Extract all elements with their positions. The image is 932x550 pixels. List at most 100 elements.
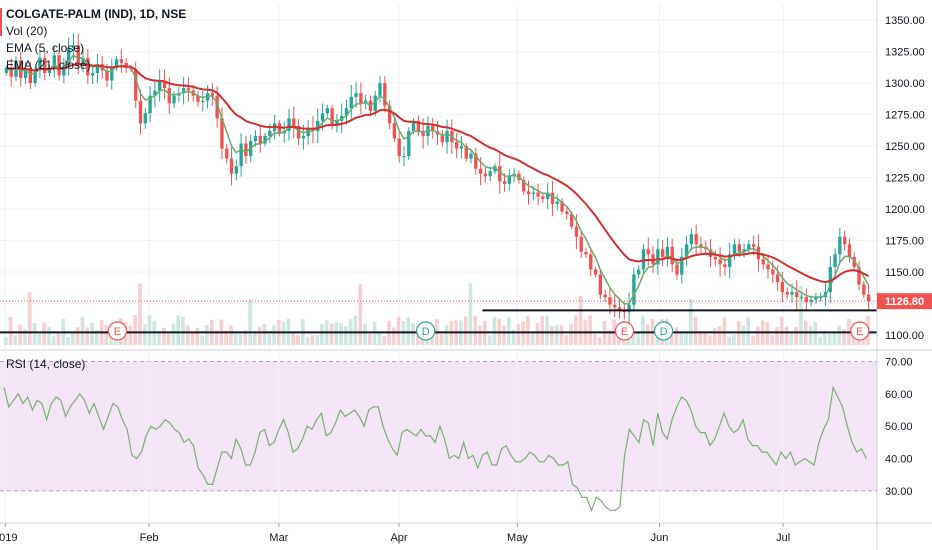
- volume-bar: [775, 327, 779, 345]
- candle-body: [761, 259, 765, 265]
- candle-body: [646, 249, 650, 255]
- volume-bar: [238, 334, 243, 345]
- candle-body: [234, 166, 238, 174]
- volume-bar: [214, 330, 219, 345]
- volume-bar: [406, 317, 410, 345]
- candle-body: [531, 192, 535, 194]
- candle-body: [143, 113, 147, 124]
- candle-body: [57, 55, 61, 76]
- candle-body: [842, 236, 847, 245]
- candle-body: [469, 153, 473, 159]
- volume-bar: [511, 329, 516, 345]
- candle-body: [392, 123, 397, 139]
- volume-bar: [411, 323, 415, 345]
- volume-bar: [468, 283, 473, 345]
- candle-body: [641, 249, 646, 270]
- candle-body: [598, 274, 603, 295]
- ema-5-line: [6, 54, 870, 305]
- volume-bar: [502, 326, 506, 345]
- volume-bar: [741, 325, 746, 345]
- candle-body: [320, 113, 325, 121]
- candle-body: [86, 57, 90, 76]
- volume-bar: [224, 330, 228, 345]
- volume-bar: [506, 317, 511, 345]
- candle-body: [349, 96, 353, 109]
- volume-bar: [80, 316, 85, 345]
- candle-body: [656, 249, 660, 265]
- candle-body: [603, 294, 607, 298]
- volume-bar: [334, 322, 339, 345]
- candle-body: [569, 214, 574, 227]
- candle-body: [627, 304, 631, 313]
- volume-bar: [756, 326, 760, 345]
- candle-body: [440, 134, 444, 143]
- rsi-title: RSI (14, close): [6, 357, 86, 371]
- candle-body: [795, 292, 799, 298]
- price-tick-label: 1225.00: [885, 173, 925, 185]
- candle-body: [76, 45, 80, 63]
- candle-body: [407, 130, 411, 157]
- volume-bar: [243, 330, 248, 345]
- volume-bar: [727, 336, 731, 345]
- candle-body: [766, 264, 770, 270]
- candle-body: [699, 244, 703, 247]
- candle-body: [378, 83, 382, 96]
- candle-body: [402, 156, 406, 158]
- candle-body: [416, 120, 421, 131]
- rsi-tick-label: 70.00: [885, 356, 913, 368]
- candle-body: [790, 292, 794, 295]
- candle-body: [459, 146, 464, 149]
- volume-bar: [171, 324, 176, 345]
- price-tick-label: 1300.00: [885, 78, 925, 90]
- volume-bar: [439, 333, 444, 345]
- volume-bar: [722, 317, 727, 345]
- candle-body: [464, 146, 468, 159]
- volume-bar: [90, 322, 94, 345]
- candle-body: [613, 304, 617, 308]
- candle-body: [277, 123, 282, 134]
- time-label: Jul: [776, 532, 790, 544]
- candle-body: [47, 67, 52, 73]
- candle-body: [172, 95, 176, 104]
- volume-bar: [693, 316, 698, 345]
- candle-body: [263, 135, 267, 144]
- candle-body: [862, 284, 866, 295]
- candle-body: [814, 297, 818, 300]
- candle-body: [498, 166, 502, 182]
- candle-body: [38, 57, 42, 71]
- volume-bar: [128, 325, 133, 345]
- candle-body: [373, 95, 377, 111]
- candle-body: [201, 100, 205, 102]
- candle-body: [852, 256, 856, 267]
- volume-bar: [641, 315, 645, 345]
- time-label: Mar: [269, 532, 288, 544]
- volume-bar: [37, 333, 42, 345]
- price-tick-label: 1175.00: [885, 235, 924, 247]
- volume-bar: [291, 333, 295, 345]
- volume-bar: [703, 333, 707, 345]
- candle-body: [186, 88, 191, 91]
- volume-bar: [516, 324, 521, 345]
- event-marker-dividend: [416, 321, 436, 341]
- volume-bar: [569, 323, 573, 345]
- volume-bar: [597, 336, 602, 345]
- candle-body: [632, 274, 636, 305]
- candle-body: [565, 211, 569, 215]
- candle-body: [229, 158, 234, 174]
- price-tick-label: 1350.00: [885, 15, 925, 27]
- candle-body: [253, 135, 258, 141]
- volume-bar: [655, 333, 660, 345]
- candle-body: [167, 88, 171, 104]
- candle-body: [780, 282, 785, 293]
- volume-bar: [133, 315, 137, 345]
- volume-bar: [732, 335, 736, 345]
- volume-bar: [47, 326, 51, 345]
- price-tick-label: 1200.00: [885, 204, 925, 216]
- candle-body: [751, 244, 756, 247]
- candle-body: [545, 192, 550, 199]
- candle-body: [387, 105, 392, 124]
- volume-bar: [463, 316, 468, 345]
- volume-bar: [27, 292, 32, 345]
